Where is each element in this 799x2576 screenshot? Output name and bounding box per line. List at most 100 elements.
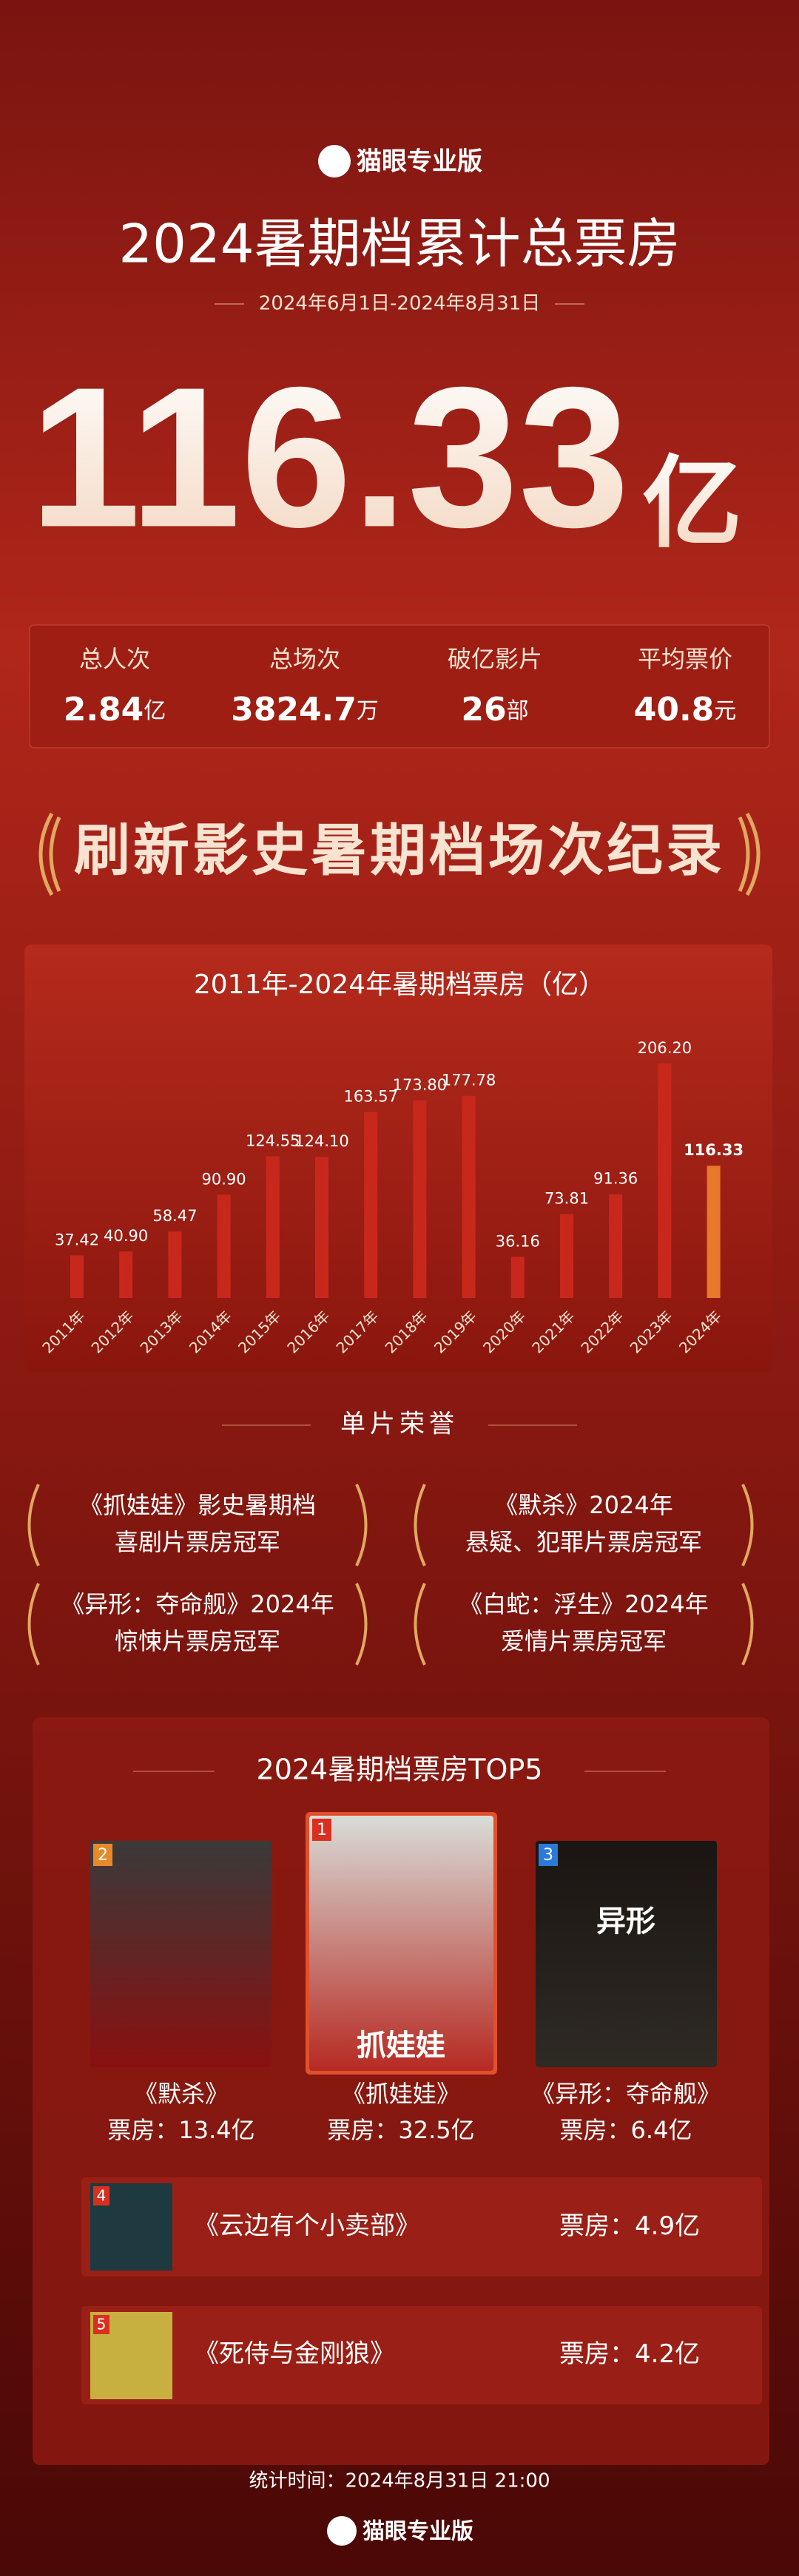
honor-text: 悬疑、犯罪片票房冠军 xyxy=(465,1528,702,1556)
bar xyxy=(217,1194,231,1298)
chart-title: 2011年-2024年暑期档票房（亿） xyxy=(194,970,605,1000)
rank: 1 xyxy=(317,1821,327,1839)
stat-unit: 元 xyxy=(714,698,736,724)
stat-label: 平均票价 xyxy=(638,645,732,673)
value-label: 90.90 xyxy=(202,1170,246,1188)
box-label: 票房： xyxy=(560,2116,631,2144)
bar xyxy=(266,1156,280,1298)
stat-value: 26部 xyxy=(461,691,528,728)
laurel xyxy=(355,1484,368,1566)
stat-unit: 万 xyxy=(357,698,379,724)
poster xyxy=(90,1841,272,2067)
honor-text: 《默杀》2024年 xyxy=(494,1491,672,1519)
box-office: 票房：32.5亿 xyxy=(327,2116,474,2144)
stat-number: 2.84 xyxy=(64,691,144,728)
box-label: 票房： xyxy=(559,2339,635,2369)
rank-badge xyxy=(93,2315,109,2334)
poster xyxy=(536,1841,717,2067)
total-unit: 亿 xyxy=(642,445,742,561)
date: 2024年6月1日-2024年8月31日 xyxy=(259,293,540,315)
rank-badge xyxy=(93,2186,109,2205)
laurel xyxy=(27,1583,40,1666)
laurel xyxy=(741,1583,754,1666)
laurel xyxy=(38,812,61,896)
value-label: 163.57 xyxy=(343,1088,397,1106)
value-label: 124.10 xyxy=(294,1132,348,1150)
bar xyxy=(413,1100,427,1298)
box-office: 票房：4.9亿 xyxy=(559,2211,700,2241)
box-office: 票房：6.4亿 xyxy=(560,2116,692,2144)
stat-number: 40.8 xyxy=(634,691,715,728)
box-office: 票房：4.2亿 xyxy=(559,2339,700,2369)
movie-name: 《云边有个小卖部》 xyxy=(194,2211,420,2241)
bar xyxy=(510,1257,525,1298)
honors-title: 单片荣誉 xyxy=(340,1410,459,1439)
bar xyxy=(707,1166,721,1298)
value-label: 116.33 xyxy=(684,1141,744,1159)
bar xyxy=(560,1214,573,1298)
stat-number: 26 xyxy=(461,691,506,728)
box-value: 4.9亿 xyxy=(635,2211,700,2241)
laurel xyxy=(414,1484,426,1566)
movie-name: 《死侍与金刚狼》 xyxy=(194,2339,395,2369)
box-label: 票房： xyxy=(559,2211,635,2241)
rank-badge xyxy=(312,1819,331,1841)
stat-value: 2.84亿 xyxy=(64,691,166,728)
value-label: 124.55 xyxy=(246,1132,300,1150)
rank: 3 xyxy=(543,1846,553,1865)
poster-text: 异形 xyxy=(596,1904,655,1938)
stat-label: 总人次 xyxy=(79,645,150,673)
value-label: 40.90 xyxy=(104,1227,148,1245)
laurel xyxy=(355,1583,368,1666)
honor-text: 喜剧片票房冠军 xyxy=(115,1528,280,1556)
box-value: 13.4亿 xyxy=(178,2116,254,2144)
rank: 4 xyxy=(97,2187,107,2205)
brand: 猫眼专业版 xyxy=(357,147,482,177)
stats-box xyxy=(29,624,770,748)
box-value: 32.5亿 xyxy=(398,2116,474,2144)
bar xyxy=(119,1251,133,1298)
stat-label: 总场次 xyxy=(269,645,340,673)
stat-label: 破亿影片 xyxy=(448,645,542,673)
bar xyxy=(462,1095,476,1298)
value-label: 73.81 xyxy=(545,1190,589,1208)
rank: 2 xyxy=(98,1846,108,1865)
stat-number: 3824.7 xyxy=(231,691,357,728)
box-label: 票房： xyxy=(107,2116,178,2144)
value-label: 177.78 xyxy=(442,1072,496,1089)
laurel xyxy=(414,1583,426,1666)
box-label: 票房： xyxy=(327,2116,398,2144)
row xyxy=(81,2306,762,2404)
poster xyxy=(309,1816,493,2071)
poster-text: 抓娃娃 xyxy=(357,2029,445,2063)
title: 2024暑期档累计总票房 xyxy=(118,213,680,275)
laurel xyxy=(738,812,761,896)
laurel xyxy=(27,1484,40,1566)
value-label: 91.36 xyxy=(593,1170,638,1188)
rank-badge xyxy=(93,1844,112,1866)
footer-time: 统计时间：2024年8月31日 21:00 xyxy=(249,2470,550,2492)
stats: 总人次 2.84亿 总场次 3824.7万 破亿影片 26部 平均票价 40.8元 xyxy=(64,645,737,728)
rank: 5 xyxy=(97,2316,107,2333)
total: 116.33 xyxy=(30,346,630,569)
movie-name: 《抓娃娃》 xyxy=(342,2080,460,2108)
stat-unit: 亿 xyxy=(144,698,166,724)
top5-title: 2024暑期档票房TOP5 xyxy=(257,1754,543,1786)
banner: 刷新影史暑期档场次纪录 xyxy=(74,817,725,883)
honor-text: 爱情片票房冠军 xyxy=(501,1627,667,1655)
bar xyxy=(658,1064,672,1298)
box-value: 4.2亿 xyxy=(635,2339,700,2369)
box-value: 6.4亿 xyxy=(631,2116,692,2144)
bar xyxy=(364,1112,378,1298)
honor-text: 《异形：夺命舰》2024年 xyxy=(61,1590,334,1618)
brand-logo xyxy=(327,2516,357,2546)
value-label: 37.42 xyxy=(55,1231,99,1248)
rank-badge xyxy=(539,1844,558,1866)
value-label: 206.20 xyxy=(638,1039,692,1057)
row xyxy=(81,2177,762,2276)
bar xyxy=(609,1194,623,1298)
honor-text: 《白蛇：浮生》2024年 xyxy=(459,1590,708,1618)
honor-text: 惊悚片票房冠军 xyxy=(115,1627,280,1655)
chart-panel xyxy=(24,944,772,1372)
